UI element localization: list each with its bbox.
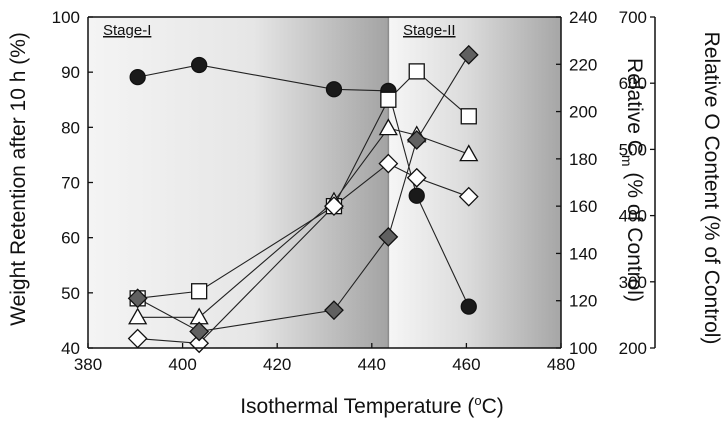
- y-middle-tick-label-7: 220: [569, 55, 597, 74]
- series-5-point-3: [324, 300, 344, 321]
- x-tick-label-3: 420: [263, 355, 291, 374]
- axes-layer: 380 400 420 440 460 480 40 50 60 70 80 90 100 100 120 1…: [52, 8, 656, 374]
- series-4-point-4: [378, 153, 399, 174]
- y-middle-tick-label-3: 140: [569, 244, 597, 263]
- series-3-point-1: [128, 307, 148, 325]
- y-middle-tick-label-1: 100: [569, 339, 597, 358]
- series-1-point-5: [408, 187, 425, 204]
- series-lines-layer: [137, 54, 470, 344]
- series-5-point-5: [406, 130, 427, 150]
- series-4-point-5: [406, 167, 427, 188]
- x-tick-label-1: 380: [74, 355, 102, 374]
- series-1-point-1: [129, 68, 146, 86]
- stage-1-label: Stage-I: [103, 22, 151, 39]
- y-left-tick-label-5: 80: [61, 118, 80, 137]
- x-tick-label-5: 460: [452, 355, 480, 374]
- series-2-point-4: [380, 91, 397, 108]
- series-1-line: [137, 64, 470, 307]
- series-3-line: [137, 127, 469, 318]
- y-middle-tick-label-4: 160: [569, 197, 597, 216]
- series-4-point-6: [458, 186, 479, 207]
- series-markers-layer: [127, 44, 479, 354]
- x-tick-label-4: 440: [358, 355, 386, 374]
- x-axis-title: Isothermal Temperature (oC): [240, 393, 504, 418]
- stage-background-layer: [88, 17, 561, 348]
- y-left-tick-label-2: 50: [61, 284, 80, 303]
- series-1-point-6: [460, 298, 477, 315]
- series-2-line: [137, 70, 470, 299]
- y-right-tick-label-6: 700: [619, 8, 647, 27]
- y-left-tick-label-7: 100: [52, 8, 80, 27]
- series-4-line: [137, 162, 469, 344]
- series-5-point-6: [458, 44, 479, 65]
- y-right-tick-label-4: 500: [619, 140, 647, 159]
- y-right-tick-label-5: 600: [619, 74, 647, 93]
- series-5-point-4: [378, 226, 399, 247]
- y-left-tick-label-3: 60: [61, 229, 80, 248]
- series-2-point-6: [460, 108, 477, 125]
- series-2-point-5: [408, 63, 425, 80]
- series-4-point-3: [324, 196, 344, 217]
- x-tick-label-2: 400: [168, 355, 196, 374]
- y-middle-tick-label-5: 180: [569, 150, 597, 169]
- y-right-tick-label-1: 200: [619, 339, 647, 358]
- series-2-point-2: [191, 283, 208, 300]
- stage-2-label: Stage-II: [403, 22, 456, 39]
- series-5-line: [137, 54, 470, 333]
- y-left-axis-title: Weight Retention after 10 h (%): [7, 32, 30, 326]
- series-5-point-1: [127, 288, 148, 309]
- series-5-point-2: [189, 321, 210, 342]
- y-left-tick-label-4: 70: [61, 174, 80, 193]
- y-right-axis-title: Relative O Content (% of Control): [700, 32, 723, 345]
- y-middle-axis-title: Relative Cm (% of Control): [619, 58, 646, 302]
- x-tick-label-6: 480: [547, 355, 575, 374]
- series-3-point-6: [459, 144, 479, 162]
- y-right-tick-label-3: 400: [619, 207, 647, 226]
- y-left-tick-label-6: 90: [61, 63, 80, 82]
- series-3-point-4: [378, 118, 398, 136]
- y-middle-tick-label-8: 240: [569, 8, 597, 27]
- y-middle-tick-label-6: 200: [569, 103, 597, 122]
- series-1-point-2: [191, 56, 208, 74]
- y-right-tick-label-2: 300: [619, 273, 647, 292]
- series-1-point-3: [325, 81, 343, 98]
- y-middle-tick-label-2: 120: [569, 292, 597, 311]
- y-left-tick-label-1: 40: [61, 339, 80, 358]
